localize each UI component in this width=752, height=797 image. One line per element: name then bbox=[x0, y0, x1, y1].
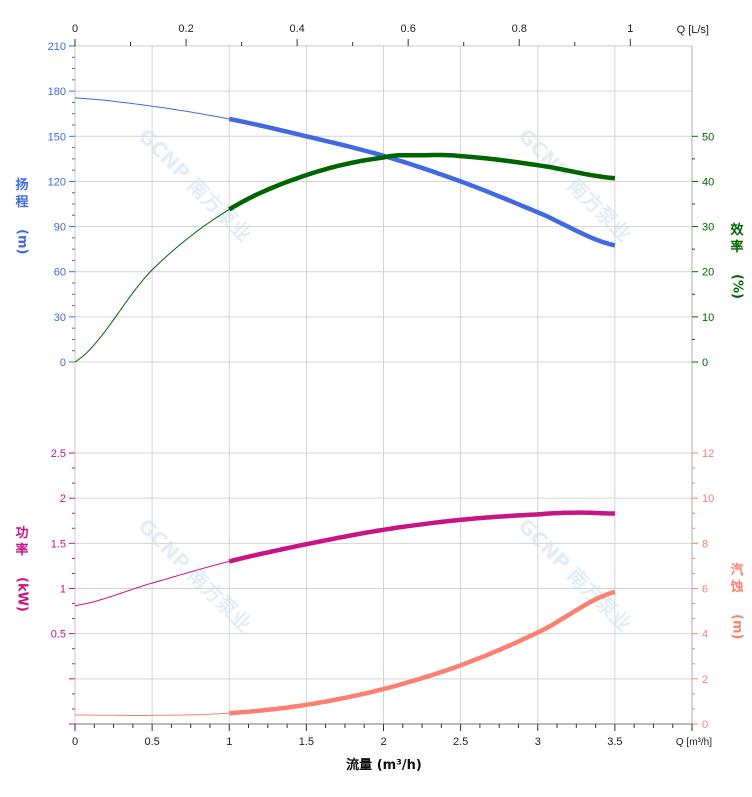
x-tick-label: 1 bbox=[226, 736, 232, 748]
left-tick-label: 30 bbox=[54, 312, 66, 324]
right-tick-label: 2 bbox=[702, 674, 708, 686]
efficiency-axis-title-char: 率 bbox=[730, 239, 743, 255]
power-curve-thin bbox=[74, 560, 230, 607]
right-tick-label: 20 bbox=[702, 267, 714, 279]
grid bbox=[75, 45, 693, 725]
head-axis-title-char: 扬 bbox=[15, 177, 28, 193]
top-tick-label: 1 bbox=[627, 23, 633, 35]
x-tick-label: 1.5 bbox=[299, 736, 314, 748]
watermark-logo: GCNP 南方泵业 bbox=[514, 514, 637, 637]
right-tick-label: 0 bbox=[702, 357, 708, 369]
left-tick-label: 210 bbox=[48, 41, 66, 53]
right-tick-label: 8 bbox=[702, 538, 708, 550]
head-axis-title-char: 程 bbox=[15, 195, 28, 210]
efficiency-axis-title-unit: (%) bbox=[730, 274, 745, 299]
npsh-curve-thin bbox=[75, 712, 230, 716]
right-tick-label: 30 bbox=[702, 222, 714, 234]
head-curve-operating bbox=[228, 116, 616, 248]
x-unit-label: Q [m³/h] bbox=[676, 737, 712, 748]
head-axis-title-unit: (m) bbox=[15, 229, 30, 254]
right-tick-label: 4 bbox=[702, 629, 708, 641]
head-curve-thin bbox=[74, 97, 230, 120]
axis-labels: 扬程(m) 效率(%)功率(kW)汽蚀(m)流量 (m³/h) bbox=[15, 177, 745, 773]
efficiency-curve-thin bbox=[74, 208, 230, 363]
left-tick-label: 0.5 bbox=[51, 629, 66, 641]
left-tick-label: 90 bbox=[54, 222, 66, 234]
left-tick-label: 0 bbox=[60, 357, 66, 369]
right-tick-label: 10 bbox=[702, 312, 714, 324]
npsh-curve-operating bbox=[229, 589, 616, 716]
power-axis-title-char: 率 bbox=[15, 542, 28, 558]
x-tick-label: 0.5 bbox=[144, 736, 159, 748]
npsh-axis-title-char: 汽 bbox=[730, 562, 743, 578]
left-tick-label: 120 bbox=[48, 176, 66, 188]
x-tick-label: 2 bbox=[380, 736, 386, 748]
npsh-axis-title-unit: (m) bbox=[730, 614, 745, 639]
power-curve-operating bbox=[228, 510, 615, 564]
right-tick-label: 40 bbox=[702, 176, 714, 188]
left-tick-label: 150 bbox=[48, 131, 66, 143]
top-unit-label: Q [L/s] bbox=[677, 24, 709, 36]
x-tick-label: 2.5 bbox=[453, 736, 468, 748]
left-tick-label: 180 bbox=[48, 86, 66, 98]
curves bbox=[74, 97, 616, 716]
x-tick-label: 3.5 bbox=[607, 736, 622, 748]
top-tick-label: 0.6 bbox=[401, 23, 416, 35]
right-tick-label: 12 bbox=[702, 448, 714, 460]
x-tick-label: 0 bbox=[72, 736, 78, 748]
right-tick-label: 0 bbox=[702, 719, 708, 731]
efficiency-axis-title-char: 效 bbox=[730, 222, 744, 238]
top-tick-label: 0 bbox=[72, 23, 78, 35]
left-tick-label: 1 bbox=[60, 584, 66, 596]
top-tick-label: 0.2 bbox=[178, 23, 193, 35]
right-tick-label: 6 bbox=[702, 584, 708, 596]
left-tick-label: 2 bbox=[60, 493, 66, 505]
left-tick-label: 2.5 bbox=[51, 448, 66, 460]
npsh-axis-title-char: 蚀 bbox=[729, 579, 743, 595]
x-axis-title: 流量 (m³/h) bbox=[346, 757, 422, 773]
power-axis-title-char: 功 bbox=[15, 526, 28, 541]
left-tick-label: 60 bbox=[54, 267, 66, 279]
efficiency-curve-operating bbox=[228, 152, 616, 212]
right-tick-label: 10 bbox=[702, 493, 714, 505]
top-tick-label: 0.4 bbox=[289, 23, 304, 35]
axes: 0306090120150180210010203040500.511.522.… bbox=[48, 23, 715, 748]
top-tick-label: 0.8 bbox=[512, 23, 527, 35]
x-tick-label: 3 bbox=[535, 736, 541, 748]
left-tick-label: 1.5 bbox=[51, 538, 66, 550]
right-tick-label: 50 bbox=[702, 131, 714, 143]
power-axis-title-unit: (kW) bbox=[15, 577, 30, 612]
